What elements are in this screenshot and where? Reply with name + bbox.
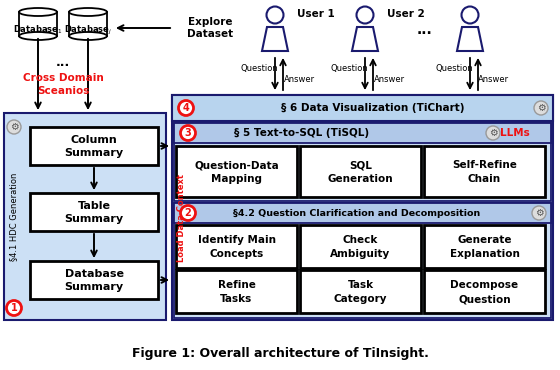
Text: §4.1 HDC Generation: §4.1 HDC Generation	[10, 172, 18, 261]
Ellipse shape	[69, 32, 107, 40]
Text: Mapping: Mapping	[211, 174, 262, 184]
Text: Dataset: Dataset	[187, 29, 233, 39]
Text: Figure 1: Overall architecture of TiInsight.: Figure 1: Overall architecture of TiInsi…	[132, 347, 428, 360]
Text: Summary: Summary	[64, 282, 124, 292]
Polygon shape	[352, 27, 378, 51]
Text: § 5 Text-to-SQL (TiSQL): § 5 Text-to-SQL (TiSQL)	[235, 128, 370, 138]
Text: User 1: User 1	[297, 9, 335, 19]
Text: Answer: Answer	[478, 74, 510, 84]
Text: Answer: Answer	[374, 74, 404, 84]
Text: § 6 Data Visualization (TiChart): § 6 Data Visualization (TiChart)	[281, 103, 464, 113]
Circle shape	[534, 101, 548, 115]
Polygon shape	[262, 27, 288, 51]
Bar	[300, 146, 421, 197]
Text: Question: Question	[435, 64, 473, 73]
Bar	[424, 270, 545, 313]
Text: Identify Main: Identify Main	[198, 235, 276, 245]
Circle shape	[461, 7, 478, 24]
Text: User 2: User 2	[387, 9, 424, 19]
Bar	[424, 225, 545, 268]
Text: Concepts: Concepts	[209, 249, 264, 259]
Bar	[4, 113, 166, 320]
Bar	[69, 12, 107, 36]
Bar	[174, 123, 551, 201]
Text: Generate: Generate	[458, 235, 512, 245]
Text: Load Data Context: Load Data Context	[178, 174, 186, 262]
Text: ⚙: ⚙	[489, 128, 497, 138]
Text: Question-Data: Question-Data	[194, 160, 279, 170]
Bar	[172, 95, 553, 121]
Bar	[30, 261, 158, 299]
Bar	[176, 225, 297, 268]
Text: Check: Check	[343, 235, 378, 245]
Text: Generation: Generation	[328, 174, 393, 184]
Ellipse shape	[19, 8, 57, 16]
Bar	[300, 225, 421, 268]
Circle shape	[179, 101, 194, 115]
Circle shape	[180, 205, 195, 221]
Text: 3: 3	[185, 128, 192, 138]
Text: Explanation: Explanation	[450, 249, 520, 259]
Text: Category: Category	[334, 294, 388, 304]
Bar	[174, 203, 551, 223]
Text: Table: Table	[77, 201, 110, 211]
Bar	[19, 12, 57, 36]
Text: Self-Refine: Self-Refine	[452, 160, 517, 170]
Text: Answer: Answer	[283, 74, 315, 84]
Text: Question: Question	[330, 64, 368, 73]
Text: Database$_j$: Database$_j$	[64, 23, 112, 37]
Text: LLMs: LLMs	[500, 128, 530, 138]
Text: Summary: Summary	[64, 214, 124, 224]
Text: Database: Database	[64, 269, 124, 279]
Text: Explore: Explore	[188, 17, 232, 27]
Circle shape	[180, 125, 195, 141]
Text: Summary: Summary	[64, 148, 124, 158]
Bar	[174, 203, 551, 318]
Text: Sceanios: Sceanios	[37, 86, 89, 96]
Text: Task: Task	[347, 280, 374, 290]
Text: Question: Question	[458, 294, 511, 304]
Text: Decompose: Decompose	[450, 280, 519, 290]
Text: ⚙: ⚙	[536, 103, 545, 113]
Text: Refine: Refine	[218, 280, 255, 290]
Bar	[172, 95, 553, 320]
Bar	[176, 270, 297, 313]
Text: Tasks: Tasks	[221, 294, 253, 304]
Bar	[30, 127, 158, 165]
Bar	[30, 193, 158, 231]
Polygon shape	[457, 27, 483, 51]
Text: ...: ...	[56, 56, 70, 68]
Circle shape	[357, 7, 374, 24]
Ellipse shape	[19, 32, 57, 40]
Text: ⚙: ⚙	[10, 122, 18, 132]
Text: SQL: SQL	[349, 160, 372, 170]
Circle shape	[486, 126, 500, 140]
Circle shape	[532, 206, 546, 220]
Text: Chain: Chain	[468, 174, 501, 184]
Circle shape	[7, 300, 21, 316]
Bar	[300, 270, 421, 313]
Text: Database$_1$: Database$_1$	[13, 24, 63, 36]
Circle shape	[7, 120, 21, 134]
Text: §4.2 Question Clarification and Decomposition: §4.2 Question Clarification and Decompos…	[234, 209, 480, 218]
Circle shape	[267, 7, 283, 24]
Ellipse shape	[69, 8, 107, 16]
Text: ⚙: ⚙	[535, 208, 543, 218]
Text: 2: 2	[185, 208, 192, 218]
Bar	[174, 123, 551, 143]
Text: Ambiguity: Ambiguity	[330, 249, 391, 259]
Text: Question: Question	[240, 64, 278, 73]
Bar	[424, 146, 545, 197]
Text: Column: Column	[71, 135, 118, 145]
Text: Cross Domain: Cross Domain	[22, 73, 104, 83]
Text: 4: 4	[183, 103, 189, 113]
Bar	[176, 146, 297, 197]
Text: ...: ...	[417, 23, 433, 37]
Text: 1: 1	[11, 303, 17, 313]
